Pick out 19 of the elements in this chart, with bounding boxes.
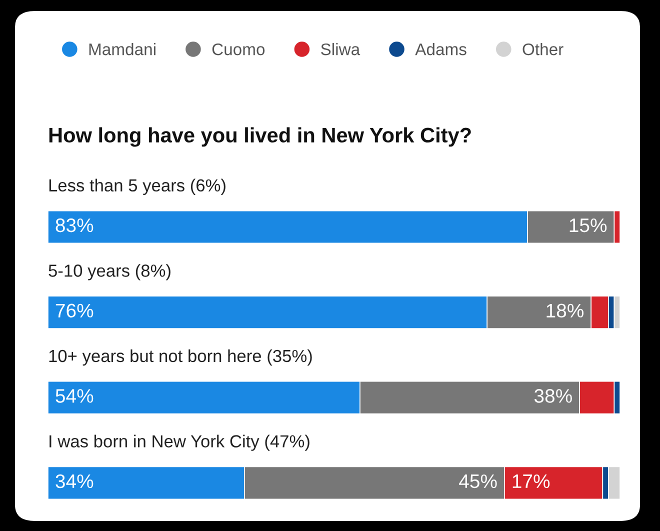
data-label: 76% bbox=[56, 304, 94, 318]
legend-label: Cuomo bbox=[212, 43, 265, 56]
data-label: 17% bbox=[512, 474, 550, 488]
data-label: 15% bbox=[570, 218, 607, 232]
legend-label: Other bbox=[522, 43, 564, 56]
data-label: 34% bbox=[56, 474, 94, 488]
legend-label: Sliwa bbox=[321, 43, 360, 56]
y-tick-label: Less than 5 years (6%) bbox=[49, 178, 226, 195]
y-tick-label: I was born in New York City (47%) bbox=[50, 434, 310, 451]
data-label: 54% bbox=[56, 389, 94, 403]
data-label: 18% bbox=[546, 304, 584, 318]
legend-label: Mamdani bbox=[89, 43, 156, 56]
chart-title: How long have you lived in New York City? bbox=[49, 127, 471, 147]
data-label: 83% bbox=[56, 218, 94, 232]
data-label: 38% bbox=[534, 389, 572, 403]
y-tick-label: 10+ years but not born here (35%) bbox=[49, 349, 312, 366]
data-label: 45% bbox=[459, 474, 497, 488]
y-tick-label: 5-10 years (8%) bbox=[48, 264, 170, 280]
legend-label: Adams bbox=[415, 43, 466, 56]
